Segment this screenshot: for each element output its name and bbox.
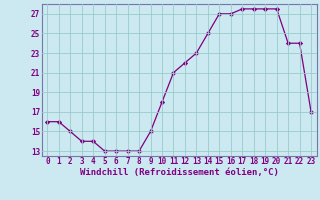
- X-axis label: Windchill (Refroidissement éolien,°C): Windchill (Refroidissement éolien,°C): [80, 168, 279, 177]
